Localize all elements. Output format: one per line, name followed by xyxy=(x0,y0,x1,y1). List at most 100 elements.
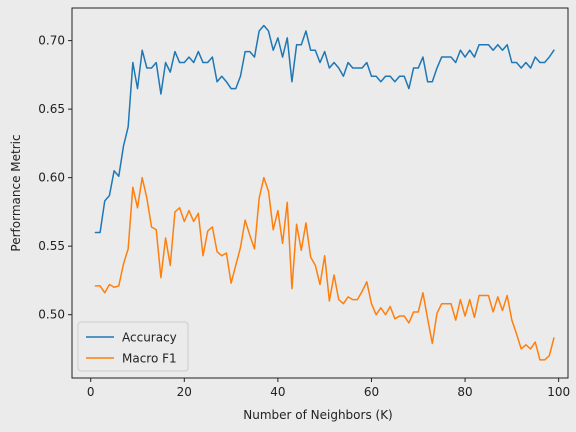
data-point-macro-f1 xyxy=(501,309,504,312)
data-point-accuracy xyxy=(258,30,261,33)
data-point-accuracy xyxy=(417,67,420,70)
data-point-accuracy xyxy=(501,49,504,52)
data-point-macro-f1 xyxy=(117,284,120,287)
data-point-accuracy xyxy=(187,56,190,59)
data-point-accuracy xyxy=(510,61,513,64)
data-point-accuracy xyxy=(347,61,350,64)
data-point-macro-f1 xyxy=(295,223,298,226)
data-point-macro-f1 xyxy=(393,317,396,320)
data-point-macro-f1 xyxy=(131,186,134,189)
data-point-accuracy xyxy=(122,145,125,148)
x-tick-label: 100 xyxy=(547,385,570,399)
data-point-macro-f1 xyxy=(230,282,233,285)
data-point-accuracy xyxy=(155,61,158,64)
data-point-accuracy xyxy=(150,67,153,70)
data-point-macro-f1 xyxy=(220,254,223,257)
data-point-macro-f1 xyxy=(234,264,237,267)
data-point-accuracy xyxy=(262,24,265,27)
data-point-macro-f1 xyxy=(337,298,340,301)
data-point-accuracy xyxy=(454,61,457,64)
data-point-macro-f1 xyxy=(304,221,307,224)
data-point-accuracy xyxy=(543,61,546,64)
data-point-accuracy xyxy=(164,61,167,64)
data-point-macro-f1 xyxy=(421,291,424,294)
data-point-macro-f1 xyxy=(159,276,162,279)
y-tick-label: 0.65 xyxy=(38,102,65,116)
data-point-accuracy xyxy=(450,56,453,59)
data-point-accuracy xyxy=(286,36,289,39)
data-point-macro-f1 xyxy=(262,176,265,179)
data-point-accuracy xyxy=(267,30,270,33)
data-point-accuracy xyxy=(464,56,467,59)
y-tick-label: 0.70 xyxy=(38,34,65,48)
data-point-accuracy xyxy=(389,75,392,78)
data-point-accuracy xyxy=(482,43,485,46)
data-point-macro-f1 xyxy=(445,302,448,305)
data-point-macro-f1 xyxy=(347,295,350,298)
data-point-macro-f1 xyxy=(178,206,181,209)
data-point-macro-f1 xyxy=(99,284,102,287)
data-point-accuracy xyxy=(552,49,555,52)
data-point-accuracy xyxy=(361,67,364,70)
data-point-accuracy xyxy=(178,61,181,64)
data-point-accuracy xyxy=(216,80,219,83)
data-point-macro-f1 xyxy=(248,234,251,237)
data-point-accuracy xyxy=(342,75,345,78)
data-point-accuracy xyxy=(393,80,396,83)
data-point-macro-f1 xyxy=(450,302,453,305)
data-point-accuracy xyxy=(253,56,256,59)
data-point-accuracy xyxy=(103,199,106,202)
data-point-accuracy xyxy=(136,87,139,90)
data-point-macro-f1 xyxy=(384,313,387,316)
data-point-macro-f1 xyxy=(323,254,326,257)
data-point-accuracy xyxy=(319,61,322,64)
data-point-accuracy xyxy=(365,61,368,64)
data-point-accuracy xyxy=(337,67,340,70)
data-point-macro-f1 xyxy=(169,264,172,267)
data-point-accuracy xyxy=(398,75,401,78)
data-point-macro-f1 xyxy=(225,252,228,255)
data-point-macro-f1 xyxy=(459,298,462,301)
data-point-macro-f1 xyxy=(496,295,499,298)
data-point-macro-f1 xyxy=(482,294,485,297)
data-point-macro-f1 xyxy=(145,197,148,200)
data-point-accuracy xyxy=(496,43,499,46)
data-point-accuracy xyxy=(468,49,471,52)
data-point-accuracy xyxy=(524,61,527,64)
data-point-macro-f1 xyxy=(286,201,289,204)
data-point-macro-f1 xyxy=(529,347,532,350)
data-point-accuracy xyxy=(131,61,134,64)
legend: Accuracy Macro F1 xyxy=(77,321,189,372)
data-point-accuracy xyxy=(141,49,144,52)
data-point-macro-f1 xyxy=(150,225,153,228)
data-point-accuracy xyxy=(435,67,438,70)
data-point-macro-f1 xyxy=(155,228,158,231)
data-point-macro-f1 xyxy=(417,310,420,313)
data-point-macro-f1 xyxy=(276,209,279,212)
data-point-macro-f1 xyxy=(431,342,434,345)
data-point-macro-f1 xyxy=(216,250,219,253)
data-point-accuracy xyxy=(421,56,424,59)
data-point-accuracy xyxy=(230,87,233,90)
data-point-macro-f1 xyxy=(515,332,518,335)
data-point-accuracy xyxy=(403,75,406,78)
x-axis-ticks: 0 20 40 60 80 100 xyxy=(87,378,570,399)
data-point-macro-f1 xyxy=(253,247,256,250)
data-point-accuracy xyxy=(94,231,97,234)
data-point-accuracy xyxy=(515,61,518,64)
data-point-accuracy xyxy=(426,80,429,83)
data-point-accuracy xyxy=(333,61,336,64)
data-point-accuracy xyxy=(202,61,205,64)
x-axis-label: Number of Neighbors (K) xyxy=(243,408,393,422)
data-point-macro-f1 xyxy=(314,264,317,267)
data-point-accuracy xyxy=(192,61,195,64)
data-point-accuracy xyxy=(206,61,209,64)
y-tick-label: 0.60 xyxy=(38,171,65,185)
data-point-accuracy xyxy=(356,67,359,70)
data-point-accuracy xyxy=(281,56,284,59)
data-point-accuracy xyxy=(473,56,476,59)
data-point-accuracy xyxy=(239,75,242,78)
data-point-macro-f1 xyxy=(309,256,312,259)
series-line-accuracy xyxy=(94,24,555,234)
data-point-macro-f1 xyxy=(375,313,378,316)
